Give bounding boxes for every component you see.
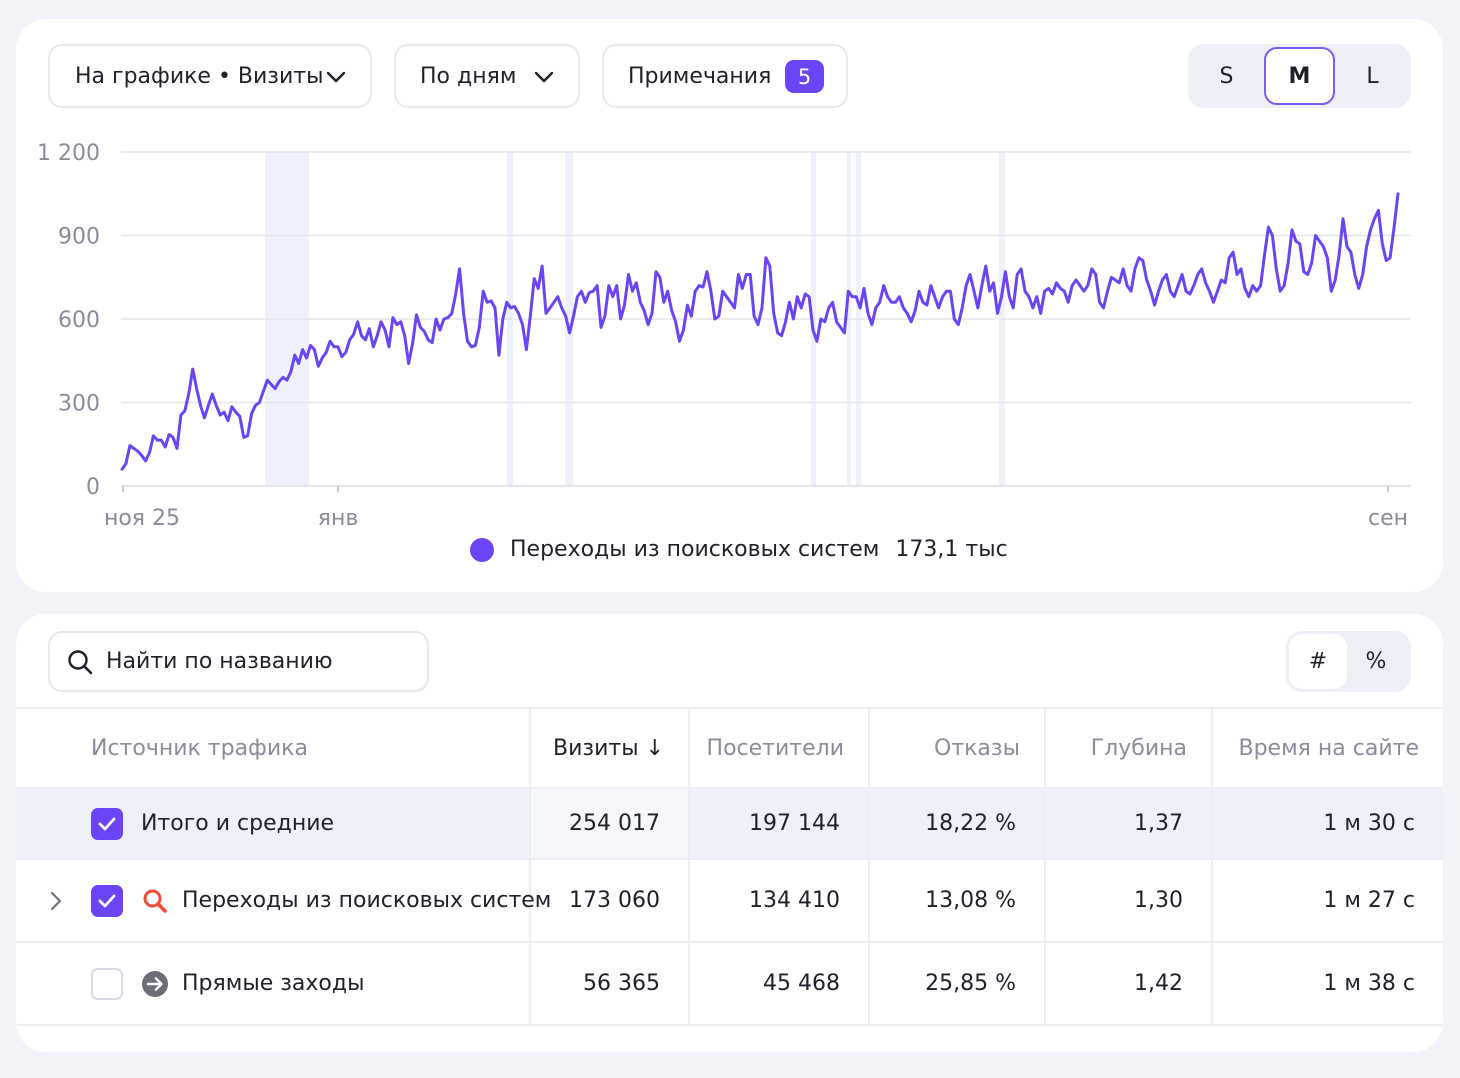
cell-visitors: 134 410 bbox=[688, 858, 869, 942]
search-icon bbox=[68, 649, 93, 674]
cell-bounce: 25,85 % bbox=[868, 941, 1045, 1026]
notes-label: Примечания bbox=[628, 63, 772, 89]
cell-visitors: 45 468 bbox=[688, 941, 869, 1026]
chevron-down-icon bbox=[534, 71, 554, 83]
check-icon bbox=[98, 894, 116, 907]
notes-count-badge: 5 bbox=[785, 60, 824, 93]
y-tick-label: 0 bbox=[86, 475, 100, 500]
row-label: Переходы из поисковых систем bbox=[182, 888, 552, 913]
cell-visits: 254 017 bbox=[529, 787, 689, 859]
check-icon bbox=[98, 817, 116, 830]
metric-dropdown-label: На графике • Визиты bbox=[75, 63, 324, 89]
line-chart: 1 200 900 600 300 0 ноя 25 янв сен bbox=[37, 141, 1411, 531]
cell-visits: 56 365 bbox=[529, 941, 689, 1026]
cell-time: 1 м 30 с bbox=[1211, 787, 1443, 859]
row-checkbox[interactable] bbox=[91, 807, 123, 840]
unit-option-absolute[interactable]: # bbox=[1289, 634, 1347, 689]
row-label: Прямые заходы bbox=[182, 971, 365, 996]
x-tick-label: ноя 25 bbox=[104, 506, 180, 531]
search-box[interactable] bbox=[48, 631, 429, 692]
y-tick-label: 1 200 bbox=[37, 141, 100, 166]
row-checkbox[interactable] bbox=[91, 967, 123, 1000]
traffic-table: Источник трафика Визиты ↓ Посетители Отк… bbox=[16, 707, 1443, 1026]
notes-button[interactable]: Примечания 5 bbox=[602, 44, 848, 108]
size-option-l[interactable]: L bbox=[1366, 63, 1379, 89]
cell-depth: 1,30 bbox=[1044, 858, 1212, 942]
column-header-depth[interactable]: Глубина bbox=[1044, 707, 1212, 788]
y-tick-label: 600 bbox=[58, 308, 100, 333]
unit-switch: # % bbox=[1286, 631, 1411, 692]
x-tick-label: янв bbox=[318, 506, 359, 531]
legend-series-total: 173,1 тыс bbox=[895, 537, 1008, 562]
table-card: # % Источник трафика Визиты ↓ Посетители… bbox=[16, 614, 1443, 1052]
chart-legend: Переходы из поисковых систем 173,1 тыс bbox=[470, 537, 1008, 562]
column-header-source[interactable]: Источник трафика bbox=[16, 707, 530, 788]
cell-depth: 1,37 bbox=[1044, 787, 1212, 859]
cell-depth: 1,42 bbox=[1044, 941, 1212, 1026]
series-line bbox=[120, 192, 1400, 471]
column-header-bounce[interactable]: Отказы bbox=[868, 707, 1045, 788]
unit-option-percent[interactable]: % bbox=[1365, 649, 1387, 674]
search-engine-icon bbox=[143, 889, 167, 913]
cell-time: 1 м 38 с bbox=[1211, 941, 1443, 1026]
cell-bounce: 13,08 % bbox=[868, 858, 1045, 942]
cell-time: 1 м 27 с bbox=[1211, 858, 1443, 942]
cell-visits: 173 060 bbox=[529, 858, 689, 942]
direct-visit-arrow-icon bbox=[142, 970, 168, 997]
size-option-s[interactable]: S bbox=[1219, 63, 1234, 89]
column-header-time[interactable]: Время на сайте bbox=[1211, 707, 1443, 788]
x-tick-label: сен bbox=[1368, 506, 1408, 531]
column-header-visitors[interactable]: Посетители bbox=[688, 707, 869, 788]
period-dropdown-label: По дням bbox=[420, 63, 517, 89]
period-dropdown[interactable]: По дням bbox=[394, 44, 580, 108]
table-header-row: Источник трафика Визиты ↓ Посетители Отк… bbox=[16, 707, 1443, 788]
legend-series-name: Переходы из поисковых систем bbox=[510, 537, 880, 562]
chart-size-switch: S M L bbox=[1188, 44, 1411, 108]
cell-visitors: 197 144 bbox=[688, 787, 869, 859]
column-header-visits[interactable]: Визиты ↓ bbox=[529, 707, 689, 788]
row-checkbox[interactable] bbox=[91, 884, 123, 917]
legend-color-dot bbox=[470, 537, 494, 562]
y-tick-label: 300 bbox=[58, 392, 100, 417]
size-option-m[interactable]: M bbox=[1263, 47, 1336, 105]
search-input[interactable] bbox=[106, 649, 396, 674]
table-row-total: Итого и средние 254 017 197 144 18,22 % … bbox=[16, 787, 1443, 859]
chevron-right-icon[interactable] bbox=[46, 889, 66, 913]
table-row: Прямые заходы 56 365 45 468 25,85 % 1,42… bbox=[16, 941, 1443, 1026]
metric-dropdown[interactable]: На графике • Визиты bbox=[48, 44, 372, 108]
row-label: Итого и средние bbox=[141, 811, 335, 836]
chevron-down-icon bbox=[326, 71, 346, 83]
cell-bounce: 18,22 % bbox=[868, 787, 1045, 859]
chart-card: На графике • Визиты По дням Примечания 5… bbox=[16, 19, 1443, 592]
y-tick-label: 900 bbox=[58, 225, 100, 250]
table-row: Переходы из поисковых систем 173 060 134… bbox=[16, 858, 1443, 942]
